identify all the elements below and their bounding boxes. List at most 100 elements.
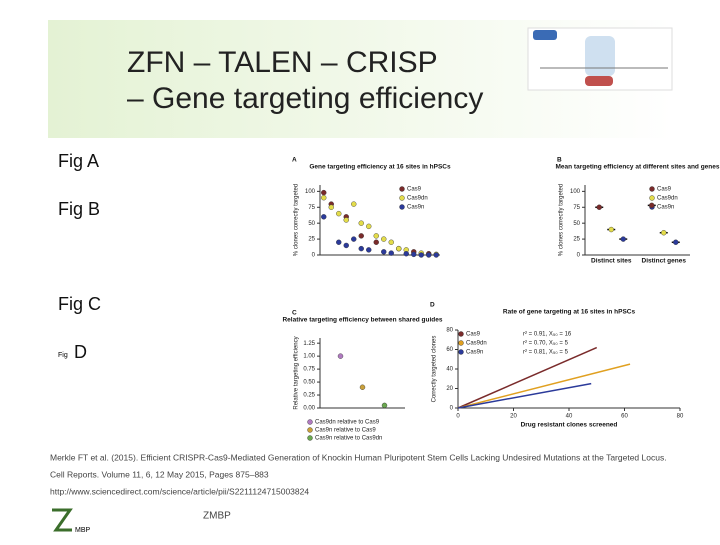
point	[336, 239, 342, 245]
point	[418, 252, 424, 258]
legend-swatch	[307, 427, 313, 433]
point	[366, 223, 372, 230]
panel-title: Gene targeting efficiency at 16 sites in…	[309, 164, 451, 171]
line	[457, 346, 598, 409]
legend-label: Cas9dn	[407, 196, 428, 202]
fig-label-small: Fig	[58, 352, 68, 359]
point	[358, 245, 364, 252]
point	[381, 402, 388, 409]
legend-swatch	[458, 349, 464, 355]
panel-title: Rate of gene targeting at 16 sites in hP…	[503, 309, 636, 316]
y-tick-label: 40	[446, 367, 453, 373]
legend-label: Cas9n relative to Cas9dn	[315, 436, 382, 442]
point	[328, 204, 334, 210]
point	[381, 236, 387, 242]
citation: Cell Reports. Volume 11, 6, 12 May 2015,…	[50, 469, 269, 479]
point	[673, 239, 679, 245]
y-tick-label: 80	[446, 328, 453, 334]
y-tick-label: 0.50	[303, 380, 315, 386]
point	[336, 210, 342, 217]
point	[373, 239, 379, 245]
legend-label: Cas9n	[657, 205, 674, 211]
citation: Merkle FT et al. (2015). Efficient CRISP…	[50, 452, 667, 462]
legend-label: Cas9n	[407, 205, 424, 211]
legend-swatch	[649, 195, 655, 201]
y-tick-label: 100	[305, 189, 316, 195]
point	[358, 220, 364, 226]
y-axis-label: % clones correctly targeted	[294, 184, 300, 256]
figure: A Gene targeting efficiency at 16 sites i…	[282, 157, 719, 442]
x-tick-label: Distinct sites	[591, 258, 632, 265]
legend-label: Cas9n relative to Cas9	[315, 428, 376, 434]
title-line: ZFN – TALEN – CRISP	[127, 46, 438, 79]
panel-title: Mean targeting efficiency at different s…	[556, 164, 720, 171]
point	[433, 252, 439, 258]
y-axis-label: % clones correctly targeted	[559, 184, 565, 256]
logo: MBP	[52, 508, 91, 534]
point	[321, 189, 327, 196]
y-axis-label: Correctly targeted clones	[432, 336, 438, 403]
legend-label: Cas9dn relative to Cas9	[315, 420, 380, 426]
y-tick-label: 0	[577, 253, 581, 259]
panel-letter: A	[292, 157, 297, 164]
legend-swatch	[307, 435, 313, 441]
fig-label: D	[74, 342, 87, 362]
point	[411, 251, 417, 258]
point	[426, 252, 432, 258]
point	[351, 201, 357, 207]
fig-label: Fig A	[58, 151, 99, 171]
legend-swatch	[399, 204, 405, 210]
y-tick-label: 0	[450, 406, 454, 412]
x-tick-label: Distinct genes	[642, 258, 687, 265]
line	[457, 382, 592, 409]
diagram-thumb	[527, 27, 673, 91]
y-tick-label: 75	[308, 205, 315, 211]
x-tick-label: 20	[510, 414, 517, 420]
point	[373, 233, 379, 239]
y-tick-label: 75	[573, 205, 580, 211]
legend-swatch	[399, 195, 405, 201]
logo-text: MBP	[75, 527, 91, 534]
y-tick-label: 1.00	[303, 354, 315, 360]
point	[343, 217, 349, 223]
legend-swatch	[649, 186, 655, 192]
point	[351, 236, 357, 242]
annotation: r² = 0.70, X₅₀ = 5	[523, 341, 569, 347]
legend-label: Cas9dn	[466, 341, 487, 347]
legend-label: Cas9	[466, 332, 481, 338]
x-tick-label: 0	[456, 414, 460, 420]
fig-label: Fig C	[58, 294, 101, 314]
point	[388, 250, 394, 256]
y-tick-label: 0.25	[303, 393, 315, 399]
legend-swatch	[458, 340, 464, 346]
point	[321, 214, 327, 220]
y-tick-label: 25	[573, 237, 580, 243]
y-tick-label: 0.00	[303, 406, 315, 412]
legend-label: Cas9dn	[657, 196, 678, 202]
point	[343, 242, 349, 249]
y-tick-label: 60	[446, 347, 453, 353]
point	[396, 245, 402, 252]
y-tick-label: 50	[573, 221, 580, 227]
point	[661, 230, 667, 236]
point	[649, 202, 655, 209]
x-tick-label: 80	[677, 414, 684, 420]
point	[403, 251, 409, 257]
y-tick-label: 20	[446, 386, 453, 392]
y-tick-label: 50	[308, 221, 315, 227]
point	[358, 233, 364, 239]
title-line: – Gene targeting efficiency	[127, 82, 483, 115]
annotation: r² = 0.81, X₅₀ = 5	[523, 350, 569, 356]
footer: ZMBP	[203, 511, 231, 522]
x-axis-label: Drug resistant clones screened	[521, 422, 618, 429]
y-tick-label: 0	[312, 253, 316, 259]
legend-swatch	[307, 419, 313, 425]
legend-label: Cas9	[407, 187, 422, 193]
point	[381, 249, 387, 255]
panel-letter: D	[430, 302, 435, 309]
panel-letter: C	[292, 310, 297, 317]
annotation: r² = 0.91, X₅₀ = 16	[523, 332, 572, 338]
x-tick-label: 60	[621, 414, 628, 420]
point	[321, 195, 327, 201]
